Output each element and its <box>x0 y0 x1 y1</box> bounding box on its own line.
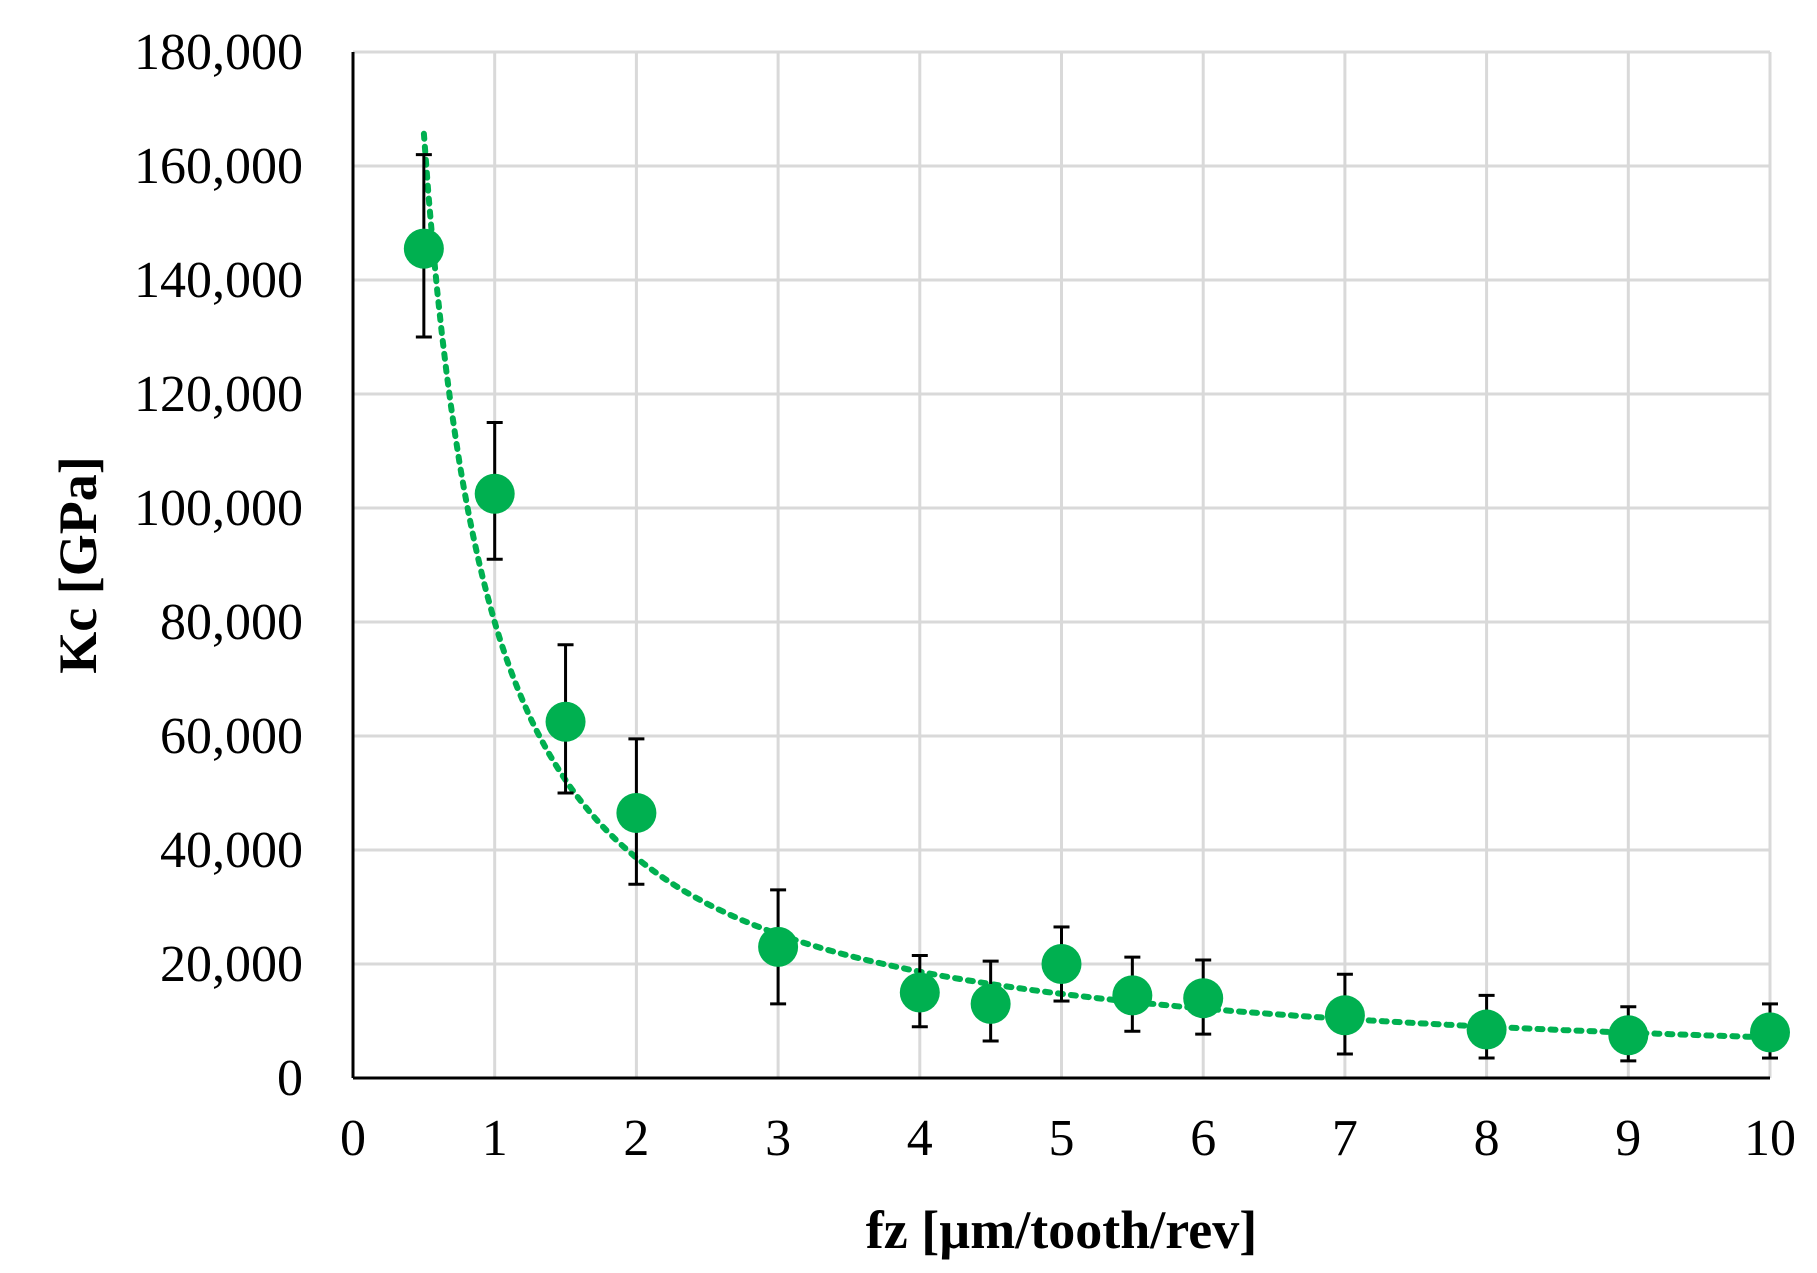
y-axis-title: Kc [GPa] <box>48 456 108 673</box>
y-tick-label: 140,000 <box>134 252 303 309</box>
data-point <box>1112 975 1153 1016</box>
x-tick-label: 8 <box>1474 1110 1500 1167</box>
x-tick-label: 1 <box>482 1110 508 1167</box>
x-tick-label: 4 <box>907 1110 933 1167</box>
error-bars <box>415 153 1778 1063</box>
trendline <box>420 130 1773 1041</box>
x-tick-label: 9 <box>1615 1110 1641 1167</box>
data-point <box>1041 944 1082 984</box>
data-point <box>1750 1012 1790 1053</box>
y-tick-label: 60,000 <box>160 708 303 765</box>
data-point <box>545 701 586 742</box>
y-tick-label: 120,000 <box>134 366 303 423</box>
x-tick-label: 3 <box>765 1110 791 1167</box>
data-point <box>970 983 1011 1024</box>
trendline-path <box>420 130 1773 1041</box>
data-point <box>1608 1015 1649 1056</box>
data-point <box>1183 978 1224 1019</box>
x-tick-label: 10 <box>1744 1110 1796 1167</box>
x-tick-label: 5 <box>1049 1110 1075 1167</box>
x-tick-label: 6 <box>1190 1110 1216 1167</box>
x-axis-title: fz [µm/tooth/rev] <box>866 1200 1257 1260</box>
x-tick-label: 0 <box>340 1110 366 1167</box>
y-tick-label: 20,000 <box>160 936 303 993</box>
data-point <box>403 228 444 269</box>
x-tick-label: 7 <box>1332 1110 1358 1167</box>
y-tick-label: 160,000 <box>134 138 303 195</box>
data-point <box>616 792 657 833</box>
y-tick-label: 100,000 <box>134 480 303 537</box>
axes <box>351 52 1770 1080</box>
data-point <box>758 926 799 967</box>
data-points <box>403 228 1790 1056</box>
data-point <box>1466 1009 1507 1050</box>
grid-lines <box>353 50 1772 1078</box>
data-point <box>474 473 515 514</box>
y-tick-label: 0 <box>277 1050 303 1107</box>
y-tick-label: 180,000 <box>134 24 303 81</box>
data-point <box>899 972 940 1013</box>
y-tick-label: 80,000 <box>160 594 303 651</box>
x-tick-label: 2 <box>623 1110 649 1167</box>
y-tick-label: 40,000 <box>160 822 303 879</box>
data-point <box>1324 995 1365 1036</box>
tick-labels: 0 20,000 40,000 60,000 80,000 100,000 120,000 1… <box>134 24 1796 1167</box>
